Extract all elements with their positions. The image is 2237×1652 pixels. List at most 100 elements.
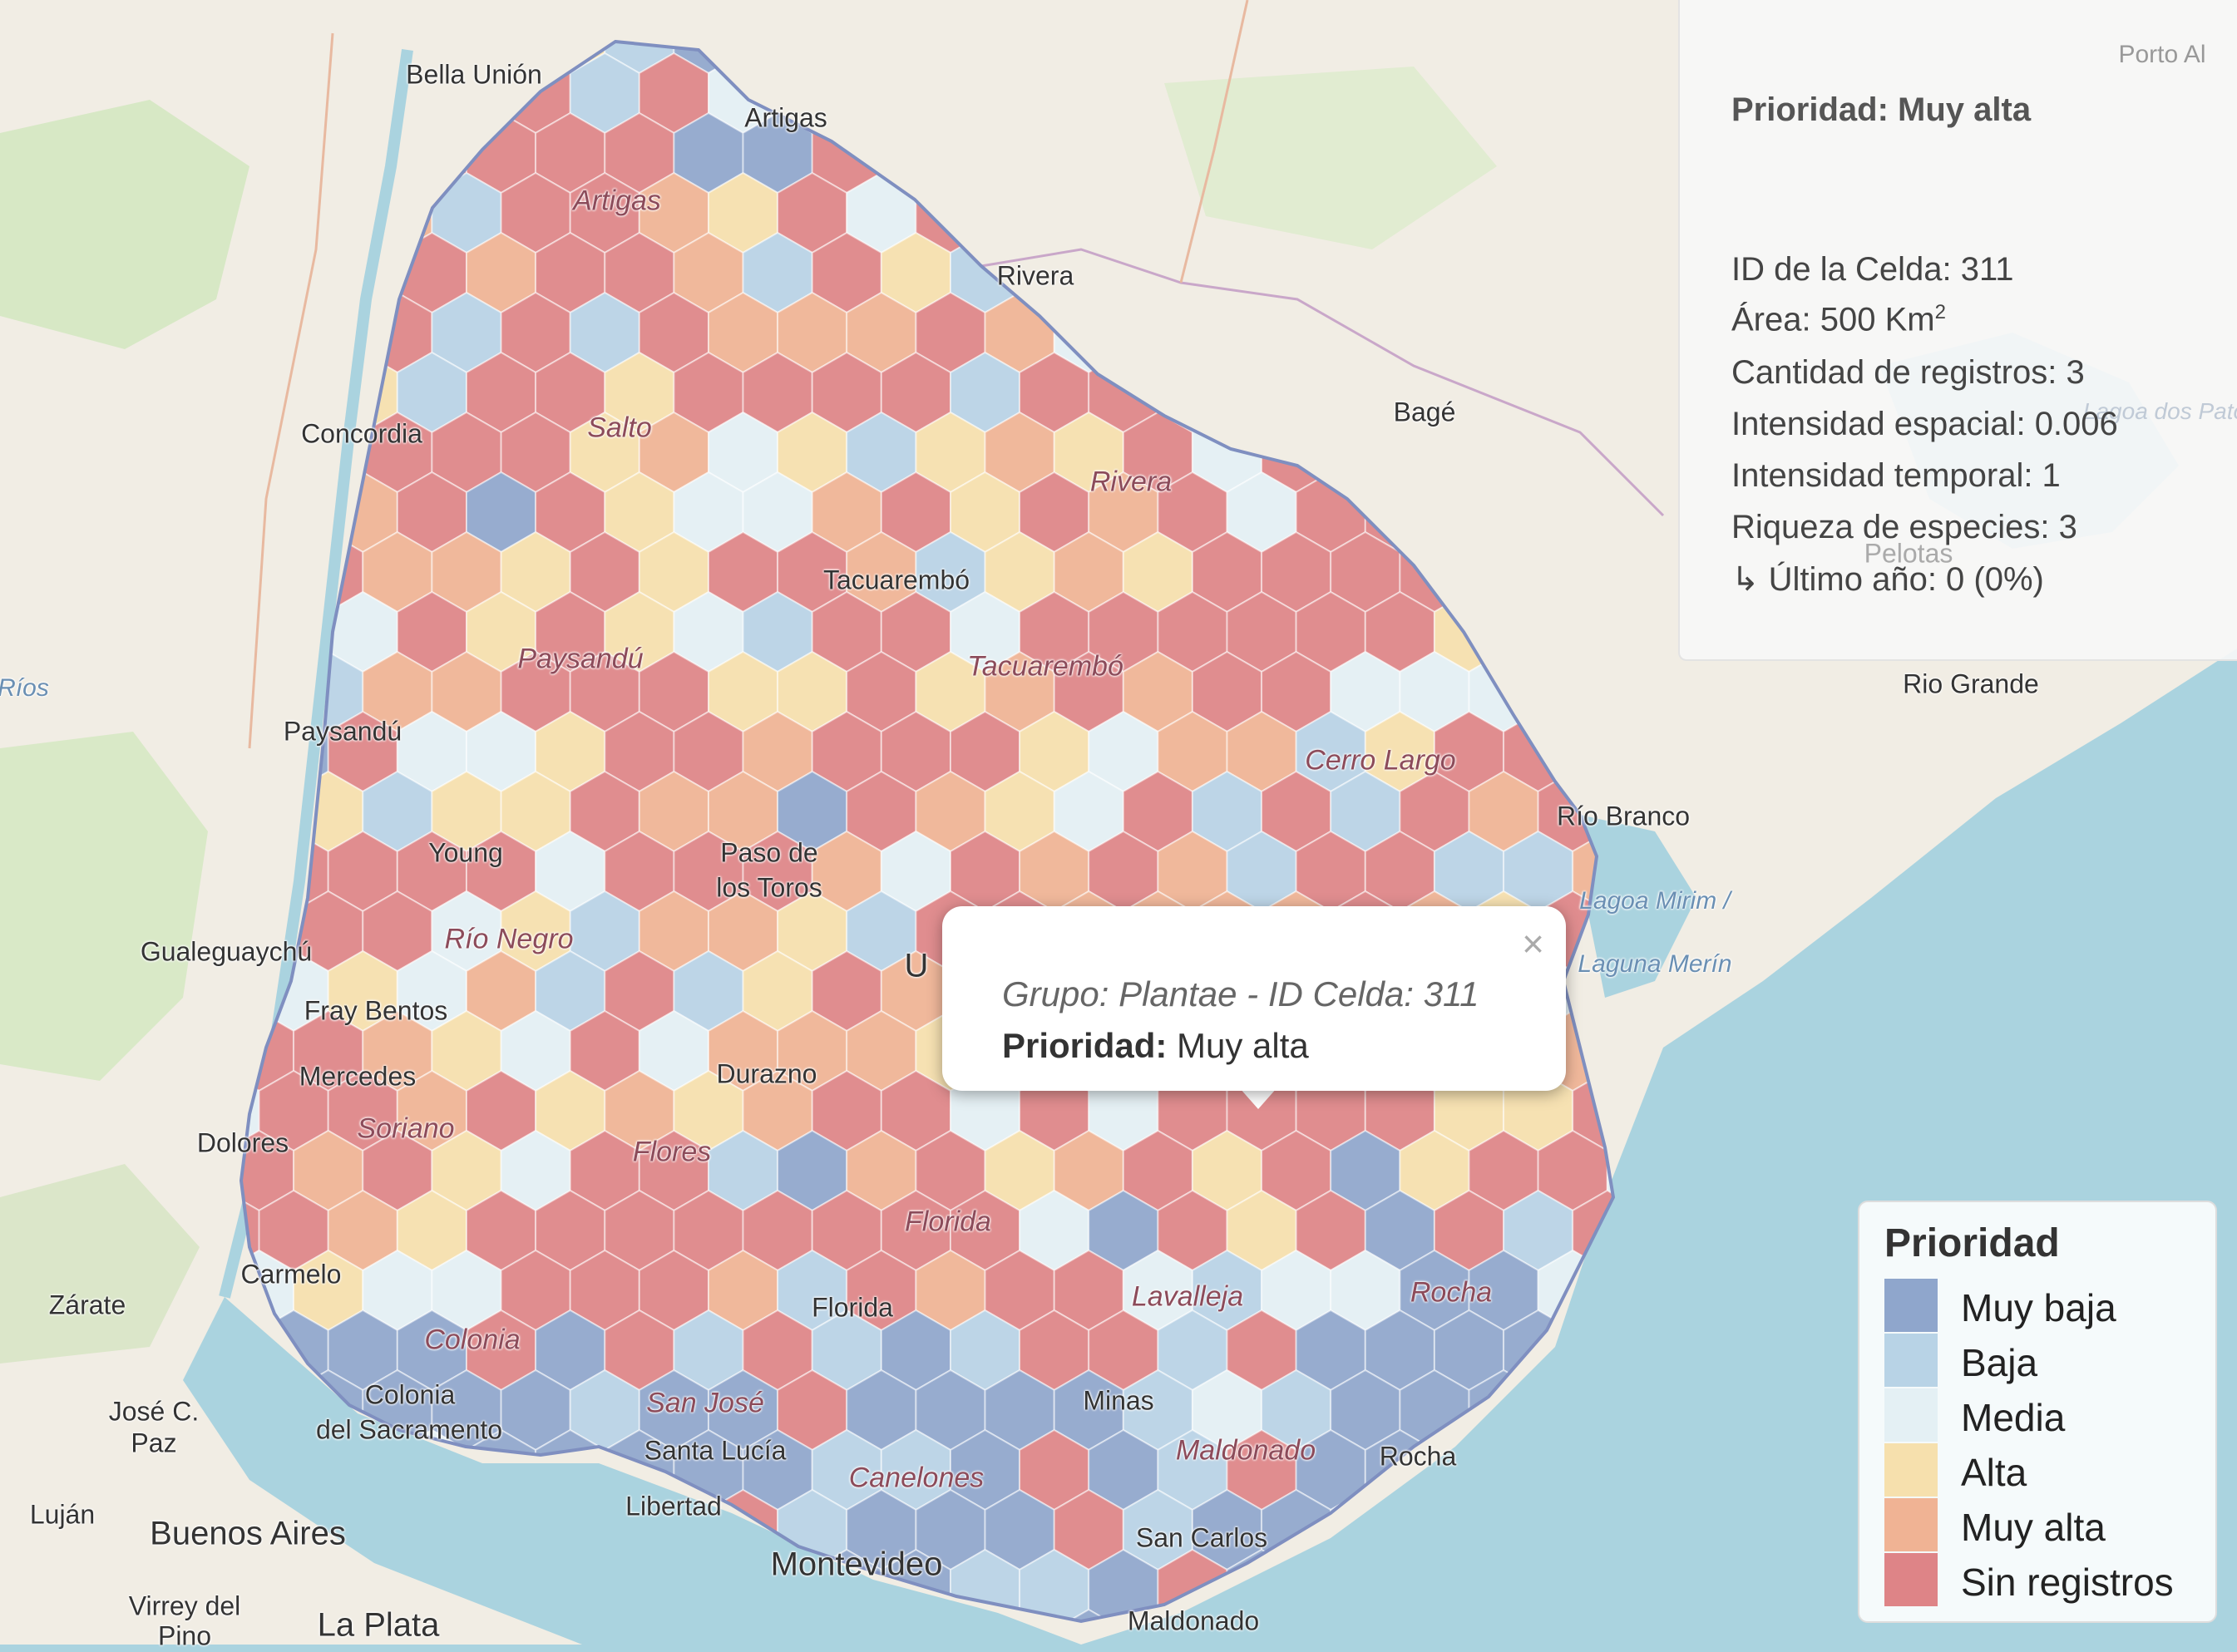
label-dept-colonia: Colonia [424, 1324, 521, 1356]
hex-cell[interactable] [1399, 1488, 1470, 1571]
hex-cell[interactable] [1364, 1548, 1435, 1630]
hex-cell[interactable] [1261, 1608, 1332, 1645]
label-buenos-aires: Buenos Aires [150, 1515, 346, 1552]
legend-swatch [1884, 1279, 1938, 1332]
hex-cell[interactable] [1780, 1071, 1849, 1151]
hex-cell[interactable] [1642, 1071, 1711, 1151]
label-dept-san-jose: San José [646, 1387, 764, 1419]
hex-cell[interactable] [1711, 1310, 1780, 1390]
label-paz: Paz [131, 1428, 177, 1458]
label-rios: Ríos [0, 674, 49, 702]
hex-cell[interactable] [1815, 1131, 1884, 1211]
label-artigas: Artigas [744, 102, 827, 133]
hex-cell[interactable] [1606, 1608, 1677, 1645]
hex-cell[interactable] [1642, 1191, 1711, 1270]
legend-swatch [1884, 1388, 1938, 1442]
priority-legend: Prioridad Muy baja Baja Media Alta Muy a… [1858, 1201, 2217, 1623]
hex-cell[interactable] [1053, 1608, 1124, 1645]
label-dept-flores: Flores [632, 1136, 712, 1168]
legend-swatch [1884, 1334, 1938, 1387]
coastal-lagoon [1580, 815, 1696, 998]
vegetation-patch [1164, 67, 1497, 249]
hex-cell[interactable] [1746, 1610, 1815, 1645]
hex-cell[interactable] [1503, 1428, 1574, 1511]
popup-group-text: Grupo: Plantae - ID Celda: 311 [1002, 974, 1479, 1013]
hex-cell[interactable] [1746, 1250, 1815, 1330]
hex-cell[interactable] [1330, 1608, 1401, 1645]
legend-swatch [1884, 1498, 1938, 1551]
hex-cell[interactable] [1468, 1608, 1539, 1645]
hex-cell[interactable] [1642, 1310, 1711, 1390]
label-maldonado: Maldonado [1127, 1605, 1260, 1636]
popup-priority: Prioridad: Muy alta [1002, 1026, 1309, 1066]
popup-priority-label: Prioridad: [1002, 1026, 1168, 1065]
hex-cell[interactable] [1572, 1309, 1642, 1392]
label-dept-rivera: Rivera [1089, 466, 1173, 498]
hex-cell[interactable] [1572, 1428, 1642, 1511]
hex-cell[interactable] [1468, 1488, 1539, 1571]
hex-cell[interactable] [1711, 1550, 1780, 1630]
hex-cell[interactable] [1815, 1011, 1884, 1091]
label-florida: Florida [812, 1292, 893, 1323]
label-rio-branco: Río Branco [1556, 801, 1691, 831]
hex-cell[interactable] [1677, 1250, 1746, 1330]
hex-cell[interactable] [1642, 1550, 1711, 1630]
hex-cell[interactable] [1746, 1370, 1815, 1450]
label-dept-soriano: Soriano [357, 1112, 455, 1145]
hex-cell[interactable] [1677, 1610, 1746, 1645]
hex-cell[interactable] [1746, 1011, 1815, 1091]
hex-cell[interactable] [1711, 1430, 1780, 1510]
label-bella-union: Bella Unión [406, 59, 542, 90]
label-dept-maldonado: Maldonado [1175, 1434, 1316, 1467]
label-u: U [904, 947, 929, 984]
hex-cell[interactable] [1537, 1488, 1608, 1571]
hex-cell[interactable] [1572, 1548, 1642, 1630]
label-tacuarembo: Tacuarembó [822, 565, 970, 595]
hex-cell[interactable] [1677, 1131, 1746, 1211]
hex-cell[interactable] [1780, 951, 1849, 1031]
state-border [1179, 0, 1249, 284]
hex-cell[interactable] [1746, 1131, 1815, 1211]
panel-richness: Riqueza de especies: 3 [1731, 509, 2077, 545]
popup-close-button[interactable]: × [1522, 922, 1544, 965]
label-dept-artigas: Artigas [573, 185, 661, 217]
hex-cell[interactable] [1746, 1490, 1815, 1570]
panel-area: Área: 500 Km2 [1731, 301, 1946, 338]
cell-info-panel: Porto Al Lagoa dos Patos Pelotas Priorid… [1678, 0, 2237, 661]
label-porto-alegre: Porto Al [2118, 41, 2206, 68]
hex-cell[interactable] [1642, 1430, 1711, 1510]
hex-cell[interactable] [1780, 1310, 1849, 1390]
hex-cell[interactable] [1780, 1191, 1849, 1270]
legend-label: Baja [1961, 1341, 2038, 1384]
legend-label: Sin registros [1961, 1561, 2174, 1604]
hex-cell[interactable] [1503, 1548, 1574, 1630]
label-paso-de: Paso de [720, 837, 818, 868]
hex-cell[interactable] [1295, 1548, 1366, 1630]
hex-cell[interactable] [1537, 1608, 1608, 1645]
legend-label: Muy alta [1961, 1506, 2106, 1549]
label-montevideo: Montevideo [770, 1546, 943, 1583]
hex-cell[interactable] [1677, 1370, 1746, 1450]
hex-cell[interactable] [1606, 1249, 1677, 1332]
hex-cell[interactable] [1433, 1548, 1505, 1630]
legend-swatch [1884, 1443, 1938, 1497]
label-rivera: Rivera [996, 260, 1074, 291]
label-virrey: Virrey del [128, 1590, 241, 1621]
hex-cell[interactable] [1711, 1191, 1780, 1270]
label-colonia: Colonia [364, 1379, 456, 1410]
label-del-sacramento: del Sacramento [315, 1414, 503, 1445]
hex-cell[interactable] [1537, 1368, 1608, 1452]
hex-cell[interactable] [1606, 1488, 1677, 1571]
hex-cell[interactable] [1399, 1608, 1470, 1645]
label-dept-paysandu: Paysandú [517, 643, 644, 675]
hex-cell[interactable] [1677, 1490, 1746, 1570]
hex-cell[interactable] [1606, 1368, 1677, 1452]
state-border [248, 32, 334, 749]
hex-cell[interactable] [1780, 1430, 1849, 1510]
label-pino: Pino [157, 1620, 212, 1651]
hex-cell[interactable] [1780, 1550, 1849, 1630]
panel-records: Cantidad de registros: 3 [1731, 354, 2085, 391]
legend-label: Media [1961, 1396, 2066, 1439]
state-border [980, 248, 1665, 517]
hex-cell[interactable] [1711, 1071, 1780, 1151]
